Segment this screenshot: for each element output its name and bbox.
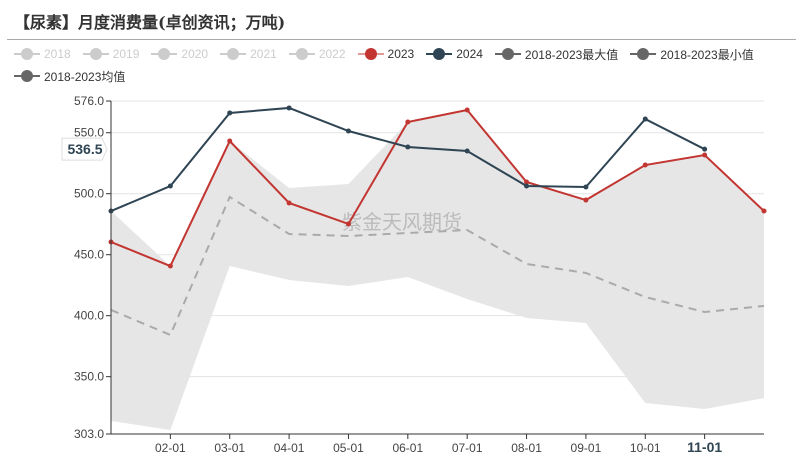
data-point-2023[interactable] bbox=[167, 263, 173, 269]
data-point-2023[interactable] bbox=[761, 208, 767, 214]
data-point-2023[interactable] bbox=[524, 179, 530, 185]
legend-item-2018[interactable]: 2018 bbox=[14, 43, 71, 65]
legend-label: 2020 bbox=[181, 47, 209, 61]
y-tick-label: 576.0 bbox=[74, 94, 104, 108]
series-line-2023 bbox=[110, 108, 765, 268]
data-point-2024[interactable] bbox=[286, 105, 292, 111]
data-point-2024[interactable] bbox=[524, 183, 530, 189]
data-point-2024[interactable] bbox=[405, 144, 411, 150]
legend-item-2020[interactable]: 2020 bbox=[151, 43, 208, 65]
data-point-2024[interactable] bbox=[167, 183, 173, 189]
y-tick-label: 400.0 bbox=[74, 309, 104, 323]
max-min-band bbox=[111, 110, 764, 430]
legend-marker-icon bbox=[357, 48, 384, 60]
x-tick-label: 02-01 bbox=[155, 441, 186, 455]
x-tick-label: 07-01 bbox=[452, 441, 483, 455]
legend-label: 2018 bbox=[44, 47, 71, 61]
legend-item-2018-2023最大值[interactable]: 2018-2023最大值 bbox=[494, 43, 619, 65]
axis-pointer-label bbox=[61, 137, 108, 161]
legend-item-2022[interactable]: 2022 bbox=[288, 43, 346, 65]
legend-marker-icon bbox=[288, 48, 315, 60]
legend-marker-icon bbox=[220, 48, 247, 60]
legend-item-2019[interactable]: 2019 bbox=[82, 43, 140, 65]
data-point-2024[interactable] bbox=[227, 110, 233, 116]
legend-item-2021[interactable]: 2021 bbox=[220, 43, 277, 65]
legend-marker-icon bbox=[494, 48, 521, 60]
legend-item-2023[interactable]: 2023 bbox=[357, 43, 415, 65]
legend-label: 2021 bbox=[250, 47, 277, 61]
x-tick-label: 06-01 bbox=[392, 441, 423, 455]
legend-label: 2018-2023最小值 bbox=[660, 47, 754, 62]
x-tick-label: 09-01 bbox=[571, 441, 602, 455]
data-point-2023[interactable] bbox=[642, 162, 648, 168]
y-tick-label: 450.0 bbox=[74, 248, 104, 262]
y-tick-label: 550.0 bbox=[74, 126, 104, 140]
x-tick-label: 04-01 bbox=[274, 441, 305, 455]
data-point-2023[interactable] bbox=[227, 138, 233, 144]
data-point-2023[interactable] bbox=[583, 197, 589, 203]
y-tick-label: 500.0 bbox=[74, 187, 104, 201]
legend-marker-icon bbox=[82, 48, 109, 60]
data-point-2023[interactable] bbox=[286, 200, 292, 206]
axis-pointer-value: 536.5 bbox=[67, 141, 102, 157]
chart-title: 【尿素】月度消费量(卓创资讯；万吨) bbox=[14, 13, 286, 32]
legend-marker-icon bbox=[151, 48, 178, 60]
data-point-2023[interactable] bbox=[345, 221, 351, 227]
data-point-2024[interactable] bbox=[702, 146, 708, 152]
x-tick-label: 08-01 bbox=[511, 441, 542, 455]
legend-label: 2019 bbox=[112, 47, 140, 61]
data-point-2024[interactable] bbox=[583, 184, 589, 190]
y-tick-label: 303.0 bbox=[74, 427, 104, 441]
x-tick-label: 05-01 bbox=[333, 441, 364, 455]
legend-item-2024[interactable]: 2024 bbox=[426, 43, 483, 65]
legend-marker-icon bbox=[630, 48, 657, 60]
legend-marker-icon bbox=[14, 70, 40, 82]
data-point-2023[interactable] bbox=[702, 152, 708, 158]
legend: 2018 2019 2020 2021 2022 2023 2024 2018-2023最大值… bbox=[14, 43, 804, 87]
data-point-2023[interactable] bbox=[405, 119, 411, 125]
data-point-2023[interactable] bbox=[464, 107, 470, 113]
title-divider bbox=[7, 39, 796, 40]
legend-marker-icon bbox=[426, 48, 453, 60]
data-point-2024[interactable] bbox=[642, 116, 648, 122]
legend-label: 2018-2023最大值 bbox=[524, 47, 619, 62]
legend-label: 2023 bbox=[387, 47, 415, 61]
legend-label: 2018-2023均值 bbox=[44, 69, 126, 84]
legend-item-2018-2023最小值[interactable]: 2018-2023最小值 bbox=[630, 43, 754, 65]
legend-item-2018-2023均值[interactable]: 2018-2023均值 bbox=[14, 65, 125, 87]
legend-marker-icon bbox=[14, 48, 40, 60]
data-point-2024[interactable] bbox=[345, 128, 351, 134]
legend-label: 2022 bbox=[318, 47, 346, 61]
series-mean-line bbox=[110, 195, 765, 337]
watermark: 紫金天风期货 bbox=[342, 211, 462, 234]
x-tick-label: 10-01 bbox=[630, 441, 661, 455]
legend-label: 2024 bbox=[456, 47, 483, 61]
x-tick-label: 03-01 bbox=[214, 441, 245, 455]
x-tick-label: 11-01 bbox=[687, 439, 722, 455]
y-tick-label: 350.0 bbox=[74, 370, 104, 384]
data-point-2024[interactable] bbox=[464, 148, 470, 154]
